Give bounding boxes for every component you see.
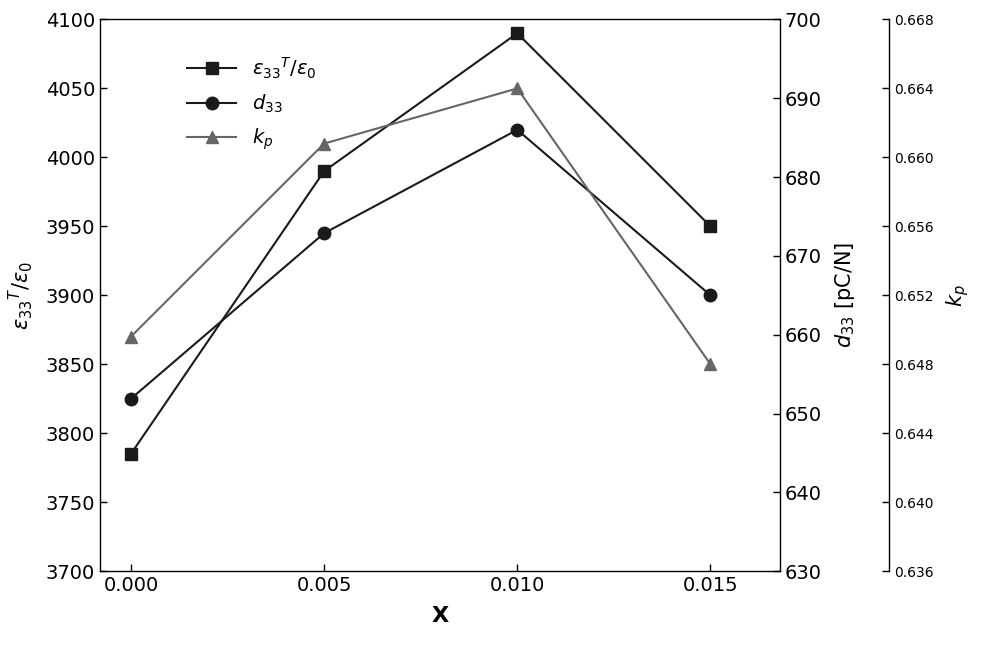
$\varepsilon_{33}$$^{T}$/$\varepsilon_{0}$ [704,223,716,230]
$d_{33}$ [125,395,137,402]
Y-axis label: $d_{33}$ [pC/N]: $d_{33}$ [pC/N] [833,242,857,349]
$k_{p}$ [704,360,716,368]
Line: $d_{33}$: $d_{33}$ [125,123,717,405]
$\varepsilon_{33}$$^{T}$/$\varepsilon_{0}$ [511,29,523,37]
$k_{p}$ [318,140,330,147]
$k_{p}$ [511,84,523,92]
Line: $\varepsilon_{33}$$^{T}$/$\varepsilon_{0}$: $\varepsilon_{33}$$^{T}$/$\varepsilon_{0… [125,28,716,459]
Y-axis label: $k_{p}$: $k_{p}$ [945,284,971,306]
X-axis label: X: X [431,606,449,626]
$k_{p}$ [125,333,137,341]
$\varepsilon_{33}$$^{T}$/$\varepsilon_{0}$ [125,450,137,458]
$d_{33}$ [318,229,330,237]
$d_{33}$ [704,291,716,299]
$d_{33}$ [511,126,523,134]
Line: $k_{p}$: $k_{p}$ [125,82,717,371]
Y-axis label: $\varepsilon_{33}$$^{T}$/$\varepsilon_{0}$: $\varepsilon_{33}$$^{T}$/$\varepsilon_{0… [6,261,35,330]
$\varepsilon_{33}$$^{T}$/$\varepsilon_{0}$ [318,167,330,175]
Legend: $\varepsilon_{33}$$^{T}$/$\varepsilon_{0}$, $d_{33}$, $k_{p}$: $\varepsilon_{33}$$^{T}$/$\varepsilon_{0… [178,45,326,162]
